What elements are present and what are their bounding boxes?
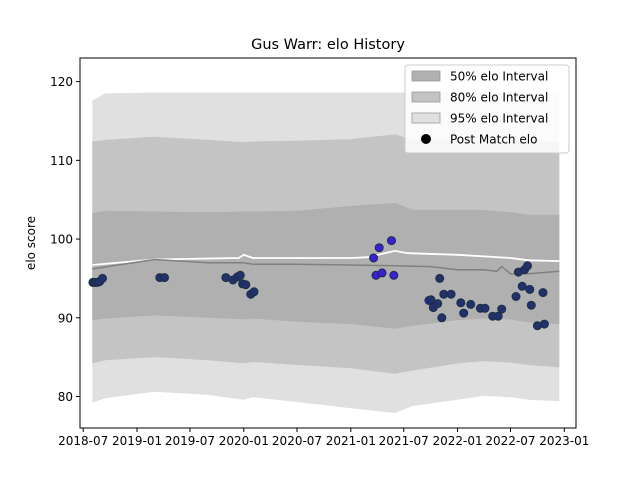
post-match-point bbox=[374, 243, 384, 253]
post-match-point bbox=[387, 236, 396, 246]
y-tick-label: 120 bbox=[50, 75, 73, 89]
plot-frame bbox=[79, 57, 577, 429]
legend-marker bbox=[421, 134, 431, 144]
post-match-point bbox=[446, 289, 456, 299]
legend-label: 95% elo Interval bbox=[450, 112, 548, 126]
series-line-1 bbox=[92, 249, 560, 266]
chart-title: Gus Warr: elo History bbox=[251, 37, 405, 53]
y-axis-label: elo score bbox=[24, 216, 38, 270]
x-tick-label: 2021-01 bbox=[326, 434, 376, 448]
post-match-point bbox=[437, 313, 447, 323]
x-tick-label: 2021-07 bbox=[379, 434, 429, 448]
x-tick-label: 2018-07 bbox=[58, 434, 108, 448]
x-tick-label: 2020-01 bbox=[219, 434, 269, 448]
post-match-point bbox=[538, 288, 548, 298]
x-tick-label: 2022-07 bbox=[485, 434, 535, 448]
post-match-point bbox=[369, 253, 379, 263]
series-line-2 bbox=[92, 258, 560, 275]
post-match-point bbox=[235, 270, 245, 280]
post-match-point bbox=[426, 295, 436, 305]
legend-label: 50% elo Interval bbox=[450, 70, 548, 84]
post-match-point bbox=[435, 273, 445, 283]
x-tick-label: 2022-01 bbox=[432, 434, 482, 448]
post-match-point bbox=[539, 319, 549, 329]
x-tick-label: 2019-07 bbox=[165, 434, 215, 448]
post-match-point bbox=[523, 261, 532, 271]
y-tick-label: 90 bbox=[58, 311, 73, 325]
legend-label: Post Match elo bbox=[450, 133, 537, 147]
y-tick-label: 80 bbox=[58, 390, 73, 404]
post-match-point bbox=[517, 281, 527, 291]
x-tick-label: 2020-07 bbox=[272, 434, 322, 448]
post-match-point bbox=[377, 268, 387, 278]
post-match-point bbox=[241, 280, 251, 290]
post-match-point bbox=[466, 299, 476, 309]
post-match-point bbox=[249, 287, 259, 297]
x-tick-label: 2019-01 bbox=[112, 434, 162, 448]
legend-box bbox=[404, 64, 570, 154]
post-match-point bbox=[511, 292, 521, 301]
post-match-point bbox=[389, 270, 399, 280]
post-match-point bbox=[439, 289, 449, 299]
axes: 2018-07 2019-01 2019-07 2020-01 2020-07 2021-… bbox=[50, 75, 589, 448]
legend-swatch bbox=[411, 70, 441, 82]
post-match-point bbox=[526, 300, 536, 310]
post-match-point bbox=[160, 273, 169, 283]
legend-swatch bbox=[411, 91, 441, 103]
band-50-interval bbox=[92, 202, 560, 329]
post-match-point bbox=[98, 273, 107, 283]
legend-label: 80% elo Interval bbox=[450, 91, 548, 105]
post-match-point bbox=[459, 308, 469, 318]
legend: 50% elo Interval 80% elo Interval 95% elo … bbox=[404, 64, 570, 154]
post-match-point bbox=[493, 311, 503, 321]
post-match-point bbox=[480, 303, 490, 313]
y-tick-label: 100 bbox=[50, 233, 73, 247]
post-match-point bbox=[433, 299, 443, 309]
x-tick-label: 2023-01 bbox=[539, 434, 589, 448]
y-tick-label: 110 bbox=[50, 154, 73, 168]
legend-swatch bbox=[411, 112, 441, 124]
post-match-point bbox=[525, 284, 535, 294]
post-match-point bbox=[456, 298, 466, 308]
plot-area bbox=[88, 92, 560, 413]
post-match-point bbox=[497, 304, 507, 314]
